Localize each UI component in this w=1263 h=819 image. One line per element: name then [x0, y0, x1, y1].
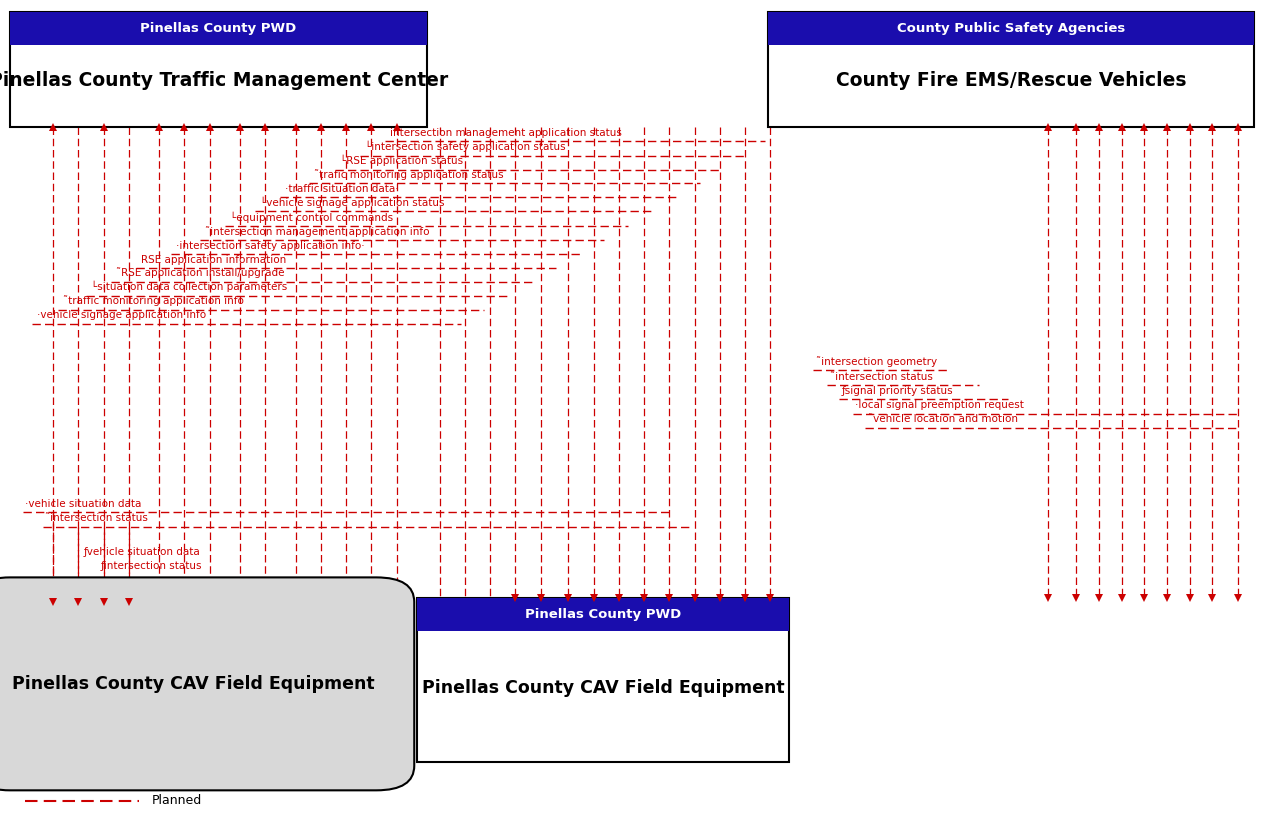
Text: County Fire EMS/Rescue Vehicles: County Fire EMS/Rescue Vehicles [836, 70, 1186, 90]
Text: ˜intersection status: ˜intersection status [830, 372, 932, 382]
Text: └intersection safety application status: └intersection safety application status [365, 141, 566, 152]
Bar [768, 12, 1254, 45]
Text: ˜intersection management application info: ˜intersection management application inf… [205, 226, 429, 237]
Bar [417, 598, 789, 762]
Text: ˜RSE application install/upgrade: ˜RSE application install/upgrade [116, 268, 284, 278]
Text: ƒintersection status: ƒintersection status [101, 561, 202, 571]
Text: Pinellas County CAV Field Equipment: Pinellas County CAV Field Equipment [11, 675, 375, 693]
Bar [768, 12, 1254, 127]
Text: Pinellas County PWD: Pinellas County PWD [525, 608, 681, 621]
Text: ·intersection safety application info·: ·intersection safety application info· [176, 241, 364, 251]
Bar [417, 598, 789, 631]
Text: ·vehicle signage application info: ·vehicle signage application info [37, 310, 206, 320]
FancyBboxPatch shape [0, 577, 414, 790]
Text: Pinellas County Traffic Management Center: Pinellas County Traffic Management Cente… [0, 70, 448, 90]
Text: Pinellas County CAV Field Equipment: Pinellas County CAV Field Equipment [422, 679, 784, 697]
Text: ˜traffic monitoring application info: ˜traffic monitoring application info [63, 296, 244, 306]
Text: ˜vehicle location and motion: ˜vehicle location and motion [868, 414, 1018, 424]
Text: ˜intersection geometry: ˜intersection geometry [816, 356, 937, 367]
Text: └situation data collection parameters: └situation data collection parameters [91, 281, 287, 292]
Text: County Public Safety Agencies: County Public Safety Agencies [897, 22, 1125, 35]
Text: └equipment control commands: └equipment control commands [230, 211, 393, 223]
Text: intersection management application status: intersection management application stat… [390, 128, 623, 138]
Bar [10, 12, 427, 45]
Text: Pinellas County PWD: Pinellas County PWD [140, 22, 297, 35]
Text: ·traffic situation data·: ·traffic situation data· [285, 184, 399, 194]
Text: RSE application information: RSE application information [141, 255, 287, 265]
Bar [10, 12, 427, 127]
Text: ƒvehicle situation data: ƒvehicle situation data [83, 547, 200, 557]
Text: ·vehicle situation data: ·vehicle situation data [25, 499, 141, 509]
Text: └vehicle signage application status: └vehicle signage application status [260, 197, 445, 208]
Text: ˜intersection status: ˜intersection status [45, 514, 148, 523]
Text: Planned: Planned [152, 794, 202, 808]
Text: └RSE application status: └RSE application status [340, 155, 462, 166]
Text: ·local signal preemption request: ·local signal preemption request [855, 400, 1024, 410]
Text: ƒsignal priority status: ƒsignal priority status [841, 386, 952, 396]
Text: ˜trafic monitoring application status: ˜trafic monitoring application status [314, 170, 504, 180]
